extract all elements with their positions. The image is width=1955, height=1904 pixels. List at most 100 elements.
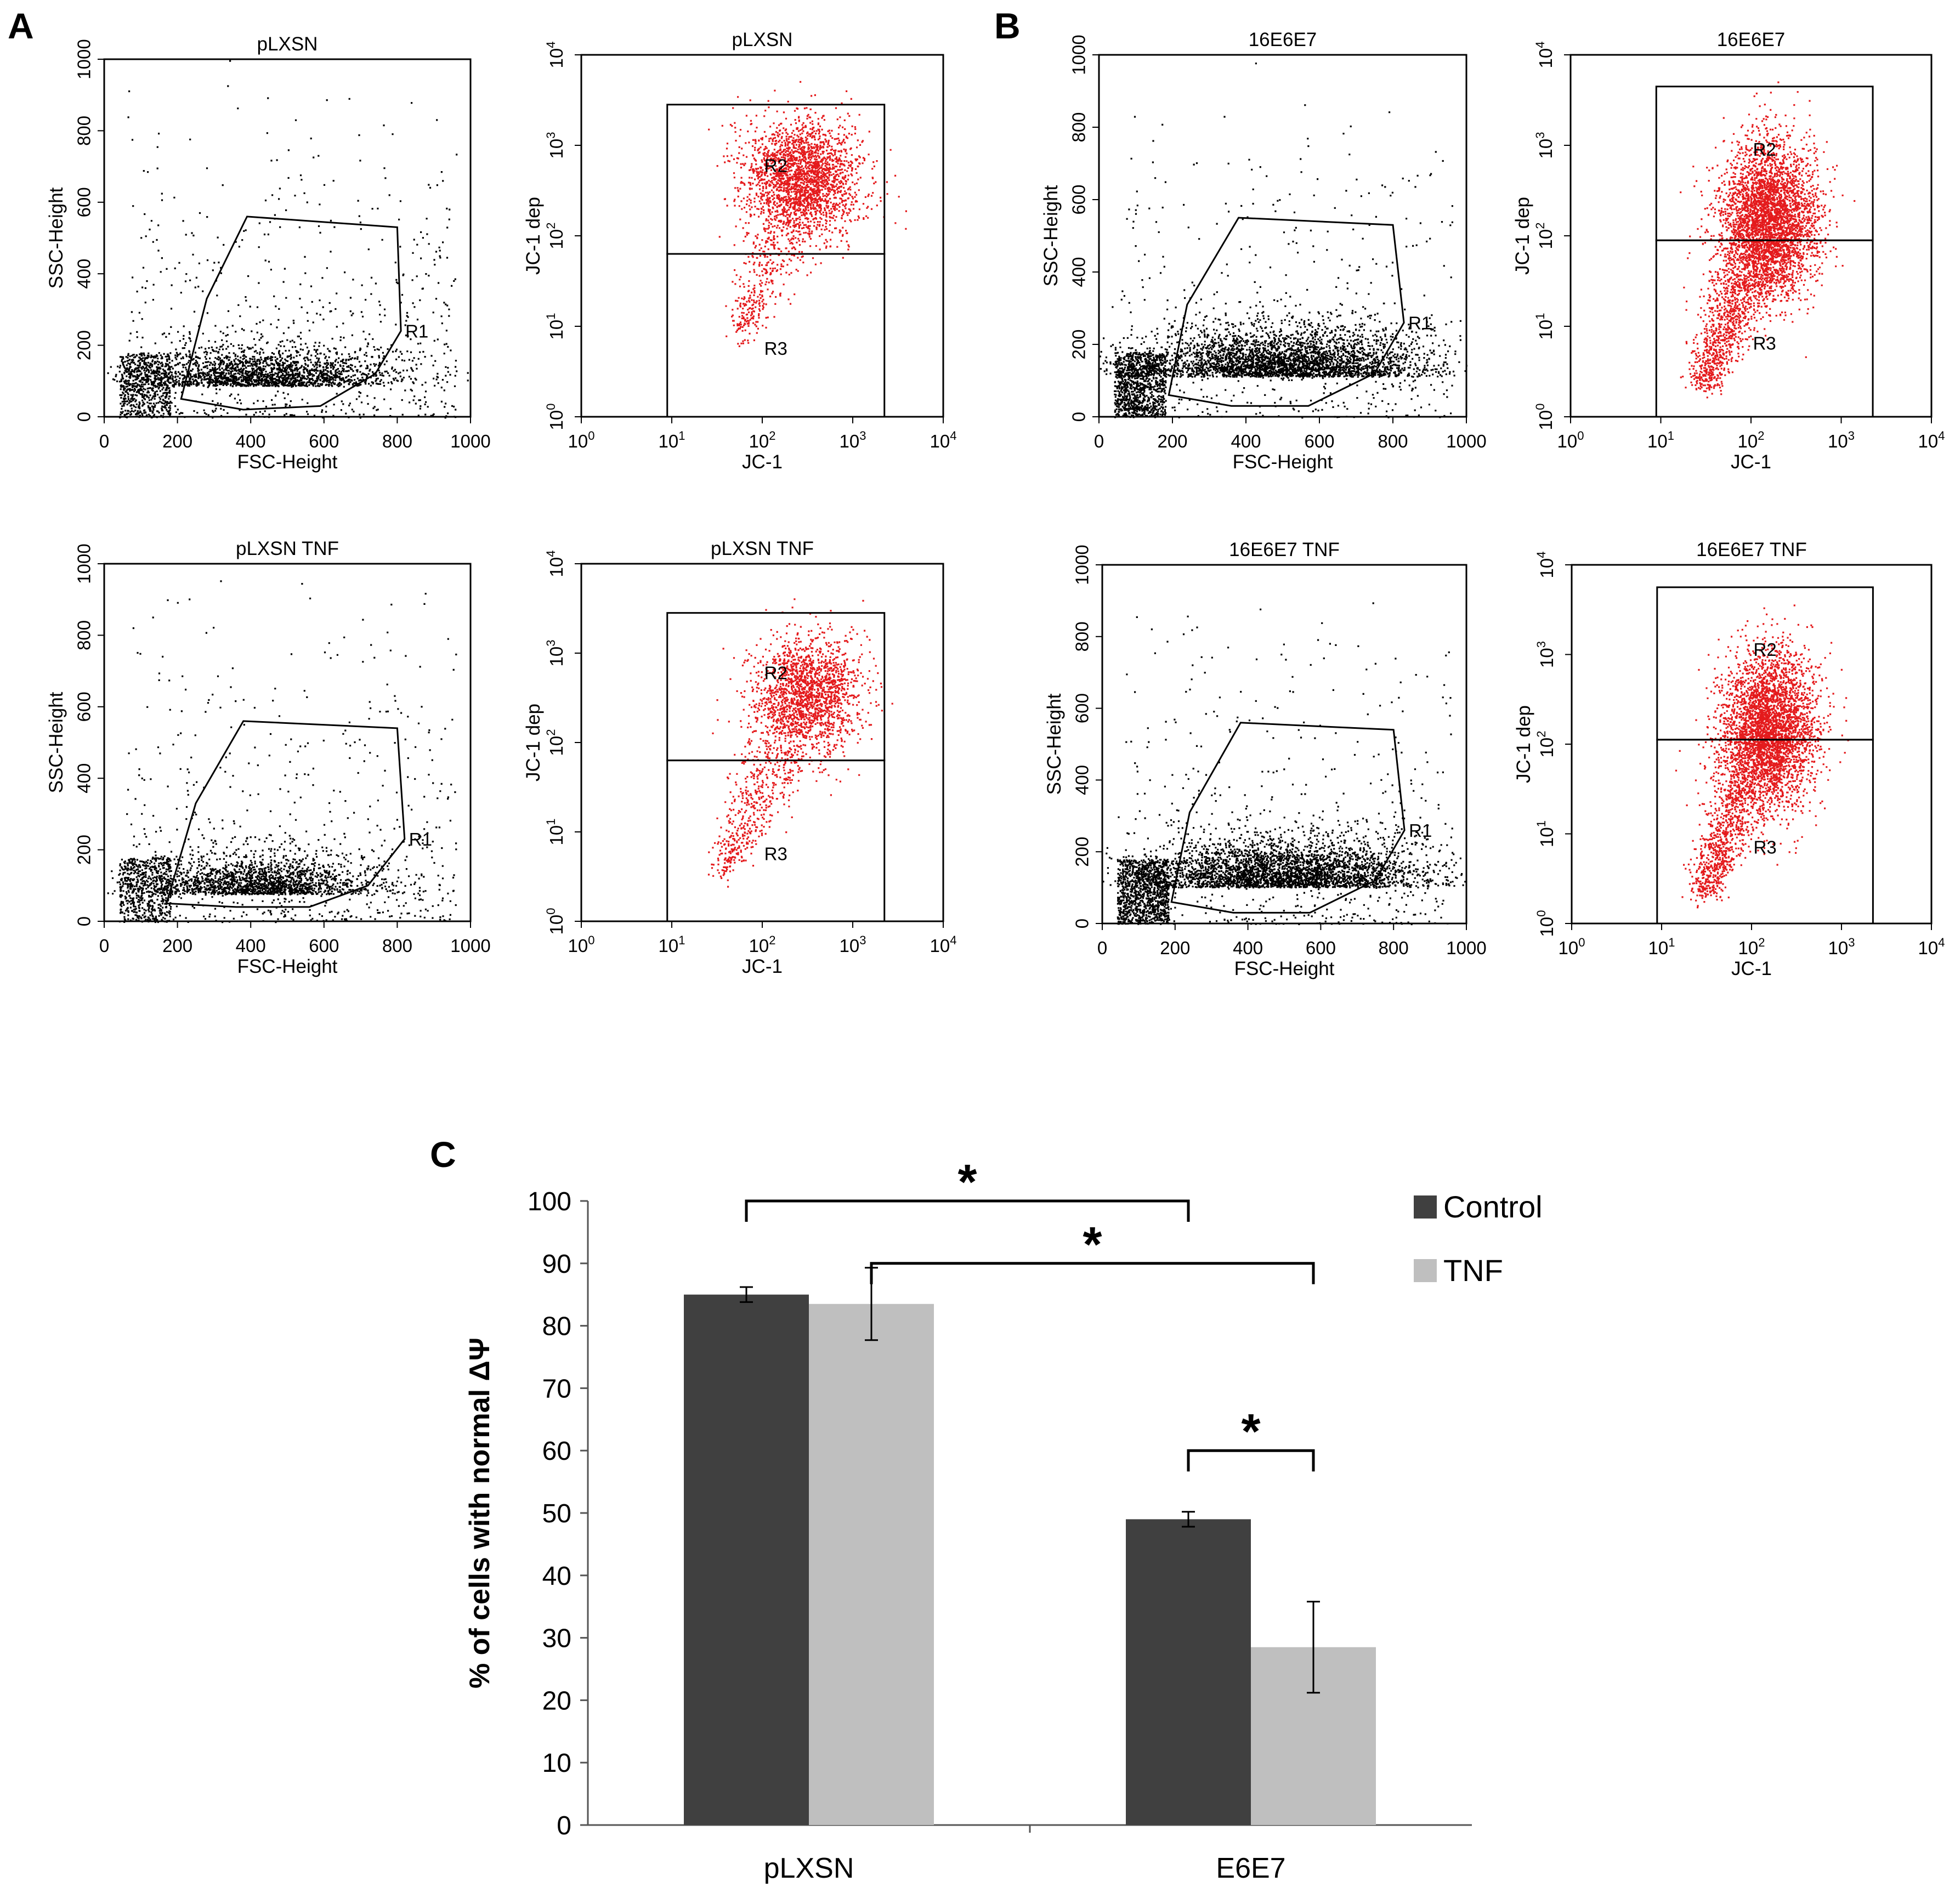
y-tick-label: 101 [1534, 820, 1557, 847]
plot-frame [580, 54, 944, 418]
region-label: R2 [1754, 639, 1777, 660]
plot-title: 16E6E7 [1717, 29, 1786, 50]
y-tick-label: 102 [544, 223, 566, 250]
y-axis-label: SSC-Height [46, 692, 67, 793]
x-tick-label: 1000 [450, 431, 490, 451]
x-tick-label: 104 [1918, 429, 1945, 451]
x-tick-label: 103 [1828, 429, 1855, 451]
y-axis-label: JC-1 dep [1512, 197, 1533, 275]
region-label: R3 [764, 338, 787, 359]
region-r3 [666, 253, 886, 418]
x-tick-label: 200 [162, 936, 192, 956]
x-tick-label: 400 [236, 431, 266, 451]
gate-r1 [1168, 217, 1405, 407]
y-tick-label: 90 [542, 1250, 571, 1279]
x-tick-label: 101 [1647, 429, 1674, 451]
significance-star: * [957, 1155, 977, 1210]
y-tick-label: 70 [542, 1374, 571, 1403]
region-label: R2 [764, 663, 787, 683]
significance-bracket [870, 1262, 1315, 1284]
region-r3 [1656, 739, 1874, 925]
gate-r1 [165, 720, 406, 908]
x-tick-label: 800 [1378, 431, 1408, 451]
scatter-plot-pLXSN-jc1: pLXSN 100 101 102 103 104 100 101 102 103 104 JC-1 J… [523, 29, 956, 473]
y-axis-label: JC-1 dep [523, 197, 544, 275]
x-tick-label: 0 [1097, 938, 1107, 958]
y-tick-label: 0 [1072, 919, 1092, 928]
significance-bracket [745, 1199, 1190, 1222]
significance-bracket [1187, 1449, 1315, 1472]
region-r3 [1655, 239, 1874, 418]
panel-label-b: B [994, 5, 1021, 46]
region-label: R2 [1753, 139, 1776, 160]
y-tick-label: 1000 [1072, 545, 1092, 585]
y-tick-label: 200 [1072, 837, 1092, 867]
y-tick-label: 104 [544, 42, 566, 69]
region-label: R2 [764, 155, 787, 175]
bar-control-plxsn [684, 1294, 809, 1825]
plot-title: pLXSN TNF [711, 538, 814, 559]
x-tick-label: 102 [749, 933, 776, 956]
x-axis-label: JC-1 [1731, 451, 1771, 473]
x-tick-label: 101 [1648, 936, 1675, 958]
y-tick-label: 600 [1072, 693, 1092, 723]
y-tick-label: 400 [1069, 257, 1089, 287]
x-tick-label: 102 [1738, 936, 1765, 958]
gate-label: R1 [409, 829, 432, 849]
plot-title: 16E6E7 TNF [1696, 539, 1807, 560]
y-tick-label: 1000 [1069, 35, 1089, 75]
bar-tnf-plxsn [809, 1304, 934, 1825]
region-r3 [666, 760, 886, 922]
gate-label: R1 [405, 321, 428, 342]
region-label: R3 [1754, 837, 1777, 858]
x-tick-label: 0 [99, 431, 109, 451]
plot-frame [1098, 54, 1467, 418]
scatter-plot-pLXSN-fsc: pLXSN 0 200 400 600 800 1000 0 200 400 600 800 1000 F… [46, 33, 491, 473]
data-points [708, 81, 907, 347]
x-tick-label: 0 [99, 936, 109, 956]
data-points [1675, 604, 1849, 909]
y-axis-label: % of cells with normal ΔΨ [464, 1338, 496, 1688]
x-tick-label: 100 [568, 933, 595, 956]
y-tick-label: 10 [542, 1749, 571, 1778]
plot-title: pLXSN [257, 33, 318, 55]
scatter-plot-16E6E7-fsc: 16E6E7 0 200 400 600 800 1000 0 200 400 600 800 1000… [1040, 29, 1487, 473]
y-tick-label: 800 [74, 620, 94, 650]
y-tick-label: 103 [1533, 132, 1556, 159]
x-axis-label: FSC-Height [1233, 451, 1333, 473]
legend-swatch-tnf [1414, 1259, 1437, 1282]
scatter-plot-pLXSN-TNF-jc1: pLXSN TNF 100 101 102 103 104 100 101 102 103 104 J… [523, 538, 956, 977]
x-tick-label: 400 [236, 936, 266, 956]
y-axis-label: SSC-Height [1044, 693, 1065, 795]
y-tick-label: 1000 [74, 39, 94, 79]
x-tick-label: 102 [749, 429, 776, 451]
y-tick-label: 600 [74, 692, 94, 722]
scatter-plot-16E6E7-TNF-fsc: 16E6E7 TNF 0 200 400 600 800 1000 0 200 400 600 800… [1044, 539, 1487, 979]
y-tick-label: 104 [1533, 42, 1556, 69]
y-tick-label: 102 [1533, 223, 1556, 250]
y-tick-label: 400 [74, 763, 94, 794]
x-tick-label: 600 [309, 431, 339, 451]
plot-title: pLXSN TNF [236, 538, 339, 559]
x-tick-label: 200 [1157, 431, 1187, 451]
y-tick-label: 0 [1069, 412, 1089, 422]
x-category-label: E6E7 [1216, 1852, 1285, 1884]
legend-label-control: Control [1443, 1189, 1543, 1224]
y-tick-label: 600 [74, 187, 94, 217]
y-tick-label: 102 [1534, 731, 1557, 758]
x-axis-label: FSC-Height [1234, 958, 1335, 979]
y-tick-label: 100 [1534, 910, 1557, 937]
x-tick-label: 200 [1160, 938, 1190, 958]
gate-label: R1 [1409, 820, 1432, 841]
data-points [707, 598, 893, 888]
y-tick-label: 20 [542, 1686, 571, 1715]
gate-r1 [180, 216, 402, 411]
y-axis-label: JC-1 dep [523, 704, 544, 781]
x-tick-label: 103 [840, 933, 866, 956]
x-tick-label: 101 [659, 933, 685, 956]
bar-chart: 0 10 20 30 40 50 60 70 80 90 100 % of cells with no… [464, 1155, 1543, 1884]
y-tick-label: 30 [542, 1624, 571, 1653]
y-tick-label: 400 [1072, 765, 1092, 795]
gate-label: R1 [1408, 313, 1431, 333]
y-tick-label: 101 [544, 819, 566, 846]
